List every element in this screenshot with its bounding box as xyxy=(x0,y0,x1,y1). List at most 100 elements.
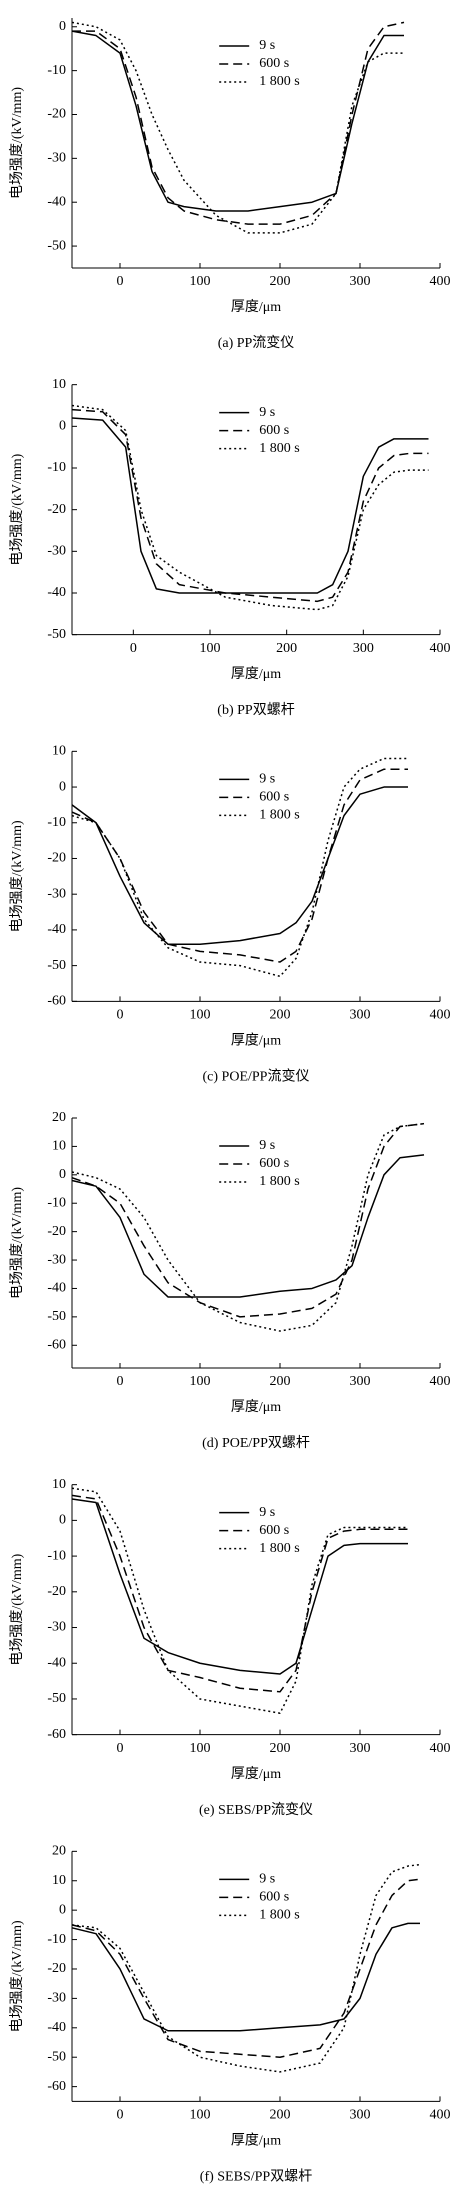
y-tick-label: 10 xyxy=(52,1873,66,1888)
y-axis-label: 电场强度/(kV/mm) xyxy=(9,87,25,199)
y-tick-label: 20 xyxy=(52,1844,66,1859)
y-tick-label: -50 xyxy=(47,958,66,973)
legend-label: 1 800 s xyxy=(259,1908,299,1923)
y-tick-label: -40 xyxy=(47,2020,66,2035)
legend-label: 9 s xyxy=(259,772,275,787)
series-line xyxy=(71,786,408,945)
caption: (a) PP流变仪 xyxy=(218,335,295,351)
y-tick-label: 20 xyxy=(52,1110,66,1125)
legend-label: 600 s xyxy=(259,1890,289,1905)
caption: (e) SEBS/PP流变仪 xyxy=(199,1802,313,1818)
x-axis-label: 厚度/μm xyxy=(231,1766,281,1782)
y-tick-label: 0 xyxy=(59,1167,66,1182)
legend-label: 9 s xyxy=(259,1505,275,1520)
legend-label: 1 800 s xyxy=(259,1174,299,1189)
y-tick-label: -40 xyxy=(47,1655,66,1670)
x-tick-label: 300 xyxy=(350,1008,371,1023)
x-tick-label: 100 xyxy=(190,1741,211,1756)
caption: (c) POE/PP流变仪 xyxy=(203,1069,310,1085)
y-tick-label: -30 xyxy=(47,1991,66,2006)
x-axis-label: 厚度/μm xyxy=(231,1399,281,1415)
series-line xyxy=(72,21,405,225)
y-tick-label: -60 xyxy=(47,1337,66,1352)
x-tick-label: 100 xyxy=(200,641,221,656)
x-tick-label: 300 xyxy=(350,1374,371,1389)
y-tick-label: 10 xyxy=(52,1139,66,1154)
series-line xyxy=(71,1498,408,1675)
caption: (d) POE/PP双螺杆 xyxy=(202,1435,310,1451)
x-tick-label: 200 xyxy=(276,641,297,656)
x-tick-label: 400 xyxy=(430,274,451,289)
series-line xyxy=(71,1878,421,2058)
legend-label: 600 s xyxy=(259,790,289,805)
legend-label: 600 s xyxy=(259,423,289,438)
series-line xyxy=(71,1922,420,2032)
y-tick-label: -20 xyxy=(47,1961,66,1976)
y-tick-label: -20 xyxy=(47,502,66,517)
x-tick-label: 200 xyxy=(270,2108,291,2123)
x-tick-label: 400 xyxy=(430,1741,451,1756)
x-tick-label: 200 xyxy=(270,1374,291,1389)
x-tick-label: 400 xyxy=(430,1374,451,1389)
series-line xyxy=(71,417,429,594)
x-tick-label: 200 xyxy=(270,1741,291,1756)
series-line xyxy=(71,1487,408,1714)
y-tick-label: -10 xyxy=(47,63,66,78)
x-tick-label: 300 xyxy=(353,641,374,656)
caption: (b) PP双螺杆 xyxy=(217,702,294,718)
x-tick-label: 400 xyxy=(430,1008,451,1023)
x-axis-label: 厚度/μm xyxy=(231,1033,281,1049)
y-tick-label: -20 xyxy=(47,1584,66,1599)
x-tick-label: 400 xyxy=(430,2108,451,2123)
x-tick-label: 200 xyxy=(270,1008,291,1023)
series-line xyxy=(71,768,408,963)
x-tick-label: 200 xyxy=(270,274,291,289)
x-tick-label: 100 xyxy=(190,2108,211,2123)
x-tick-label: 400 xyxy=(430,641,451,656)
y-tick-label: -50 xyxy=(47,2049,66,2064)
series-line xyxy=(71,1494,408,1693)
y-tick-label: -20 xyxy=(47,851,66,866)
series-line xyxy=(71,1154,425,1298)
legend-label: 1 800 s xyxy=(259,441,299,456)
x-tick-label: 0 xyxy=(117,1374,124,1389)
y-tick-label: 0 xyxy=(59,779,66,794)
y-tick-label: -40 xyxy=(47,922,66,937)
y-tick-label: -10 xyxy=(47,1548,66,1563)
y-axis-label: 电场强度/(kV/mm) xyxy=(9,1553,25,1665)
legend-label: 9 s xyxy=(259,405,275,420)
series-line xyxy=(71,404,429,611)
legend-label: 600 s xyxy=(259,1156,289,1171)
x-tick-label: 0 xyxy=(117,1741,124,1756)
legend-label: 1 800 s xyxy=(259,74,299,89)
series-line xyxy=(71,30,404,212)
y-tick-label: -10 xyxy=(47,1195,66,1210)
y-tick-label: 0 xyxy=(59,1513,66,1528)
y-tick-label: 10 xyxy=(52,1477,66,1492)
series-line xyxy=(71,21,404,234)
series-line xyxy=(71,1863,421,2073)
y-axis-label: 电场强度/(kV/mm) xyxy=(9,820,25,932)
y-tick-label: -30 xyxy=(47,1620,66,1635)
y-tick-label: 10 xyxy=(52,744,66,759)
x-tick-label: 0 xyxy=(130,641,137,656)
x-tick-label: 300 xyxy=(350,2108,371,2123)
y-axis-label: 电场强度/(kV/mm) xyxy=(9,1187,25,1299)
legend-label: 9 s xyxy=(259,1138,275,1153)
x-tick-label: 100 xyxy=(190,1374,211,1389)
y-tick-label: -10 xyxy=(47,460,66,475)
y-tick-label: -40 xyxy=(47,194,66,209)
x-tick-label: 300 xyxy=(350,1741,371,1756)
caption: (f) SEBS/PP双螺杆 xyxy=(200,2169,312,2185)
series-line xyxy=(71,1122,425,1318)
y-tick-label: -30 xyxy=(47,886,66,901)
x-tick-label: 300 xyxy=(350,274,371,289)
y-tick-label: -50 xyxy=(47,238,66,253)
y-tick-label: -60 xyxy=(47,994,66,1009)
x-axis-label: 厚度/μm xyxy=(231,2133,281,2149)
y-tick-label: -30 xyxy=(47,544,66,559)
y-tick-label: -40 xyxy=(47,1281,66,1296)
x-axis-label: 厚度/μm xyxy=(231,299,281,315)
y-tick-label: -20 xyxy=(47,107,66,122)
